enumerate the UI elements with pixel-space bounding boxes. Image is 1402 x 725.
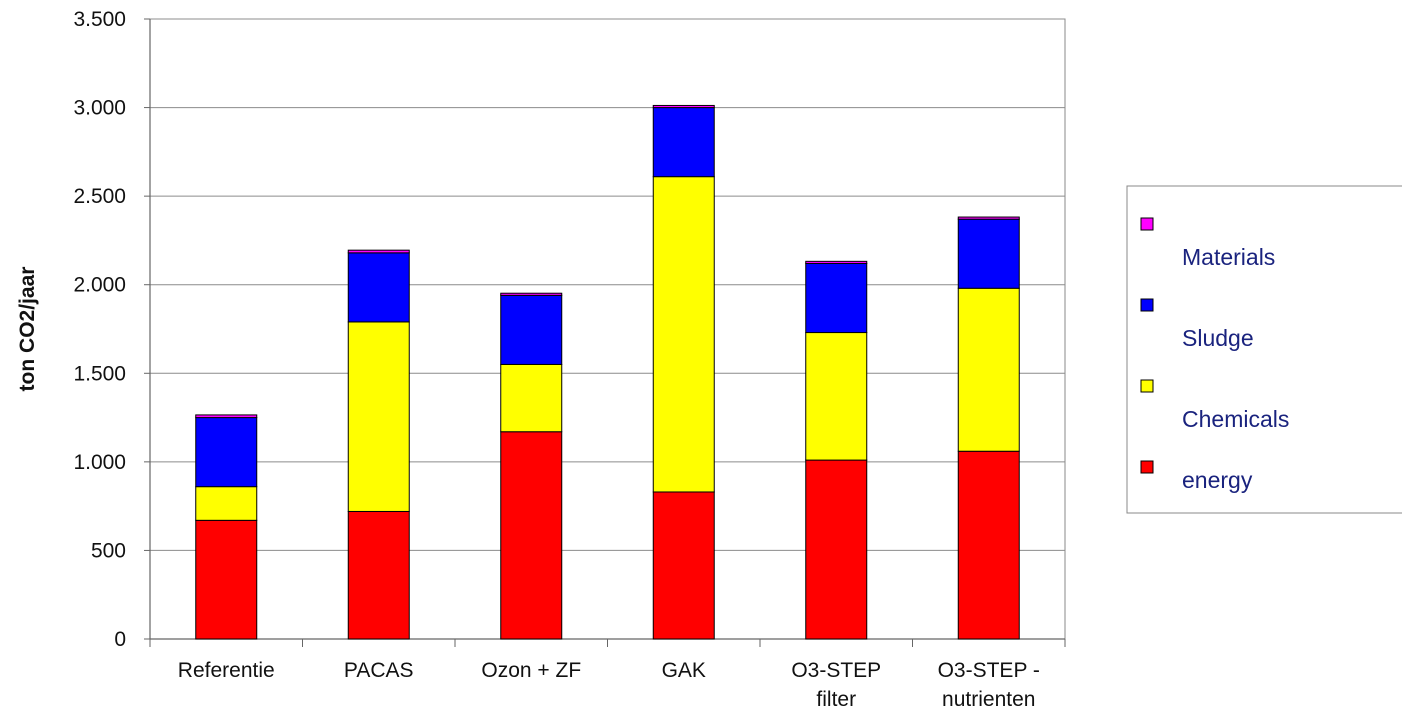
- legend-label-chemicals: Chemicals: [1182, 406, 1289, 432]
- bar-materials-segment: [652, 104, 715, 109]
- y-tick-label: 3.500: [73, 8, 126, 31]
- bar-materials-segment: [805, 260, 868, 264]
- y-tick-label: 0: [114, 628, 126, 651]
- legend-label-materials: Materials: [1182, 244, 1275, 270]
- bar-sludge-segment: [347, 252, 410, 323]
- x-tick-label: Ozon + ZF: [481, 659, 581, 682]
- bar-energy-segment: [957, 450, 1020, 640]
- y-tick-label: 2.500: [73, 185, 126, 208]
- y-tick-label: 1.000: [73, 451, 126, 474]
- legend-label-energy: energy: [1182, 467, 1253, 493]
- bar-chemicals-segment: [500, 363, 563, 433]
- bar-energy-segment: [805, 459, 868, 640]
- bar-energy-segment: [195, 519, 258, 640]
- x-tick-label: Referentie: [178, 659, 275, 682]
- legend-swatch-materials: [1140, 217, 1154, 231]
- x-tick-label: filter: [816, 688, 856, 711]
- bar-materials-segment: [347, 249, 410, 254]
- bar-chemicals-segment: [652, 176, 715, 493]
- legend-box: [1126, 185, 1402, 514]
- bar-chemicals-segment: [195, 486, 258, 521]
- y-tick-label: 500: [91, 539, 126, 562]
- bar-materials-segment: [500, 292, 563, 296]
- bar-chemicals-segment: [347, 321, 410, 512]
- bar-materials-segment: [957, 216, 1020, 220]
- x-tick-label: O3-STEP: [791, 659, 881, 682]
- legend-swatch-sludge: [1140, 298, 1154, 312]
- x-tick-label: nutrienten: [942, 688, 1035, 711]
- y-axis-label: ton CO2/jaar: [16, 267, 39, 392]
- bar-energy-segment: [347, 510, 410, 640]
- x-tick-label: O3-STEP -: [938, 659, 1040, 682]
- legend-label-sludge: Sludge: [1182, 325, 1254, 351]
- bar-sludge-segment: [957, 218, 1020, 289]
- legend-swatch-energy: [1140, 460, 1154, 474]
- bar-sludge-segment: [195, 417, 258, 488]
- bar-chemicals-segment: [957, 287, 1020, 452]
- bar-energy-segment: [652, 491, 715, 640]
- y-tick-label: 3.000: [73, 97, 126, 120]
- x-tick-label: PACAS: [344, 659, 414, 682]
- bar-energy-segment: [500, 431, 563, 640]
- bar-sludge-segment: [805, 262, 868, 334]
- bar-chemicals-segment: [805, 332, 868, 461]
- x-tick-label: GAK: [662, 659, 706, 682]
- legend-swatch-chemicals: [1140, 379, 1154, 393]
- bar-sludge-segment: [652, 107, 715, 178]
- bar-materials-segment: [195, 414, 258, 419]
- y-tick-label: 1.500: [73, 362, 126, 385]
- plot-area: [149, 18, 1066, 640]
- bar-sludge-segment: [500, 294, 563, 365]
- y-tick-label: 2.000: [73, 274, 126, 297]
